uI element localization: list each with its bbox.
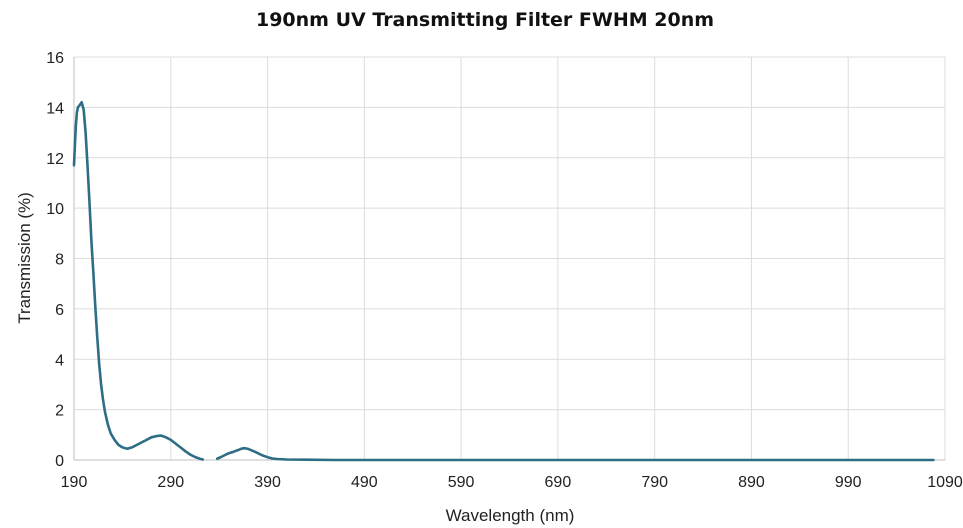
series-layer bbox=[72, 101, 935, 462]
y-tick-label: 10 bbox=[46, 201, 64, 218]
y-tick-label: 16 bbox=[46, 50, 64, 67]
x-tick-label: 790 bbox=[641, 474, 668, 491]
x-tick-label: 690 bbox=[545, 474, 572, 491]
y-axis-label: Transmission (%) bbox=[15, 192, 34, 324]
series-line bbox=[215, 446, 935, 462]
x-axis-label: Wavelength (nm) bbox=[446, 506, 575, 525]
y-tick-label: 2 bbox=[55, 403, 64, 420]
x-tick-label: 390 bbox=[254, 474, 281, 491]
y-tick-label: 0 bbox=[55, 453, 64, 470]
y-tick-label: 6 bbox=[55, 302, 64, 319]
series-line bbox=[72, 101, 204, 461]
x-tick-label: 490 bbox=[351, 474, 378, 491]
grid bbox=[74, 56, 946, 460]
x-tick-label: 990 bbox=[835, 474, 862, 491]
y-tick-label: 4 bbox=[55, 352, 64, 369]
y-tick-label: 14 bbox=[46, 100, 64, 117]
chart-title: 190nm UV Transmitting Filter FWHM 20nm bbox=[256, 9, 714, 31]
x-tick-label: 1090 bbox=[927, 474, 963, 491]
tick-labels: 0 2 4 6 8 10 12 14 16 190 290 390 490 590 690 790 890 990… bbox=[46, 50, 963, 491]
x-tick-label: 590 bbox=[448, 474, 475, 491]
x-tick-label: 890 bbox=[738, 474, 765, 491]
x-tick-label: 290 bbox=[157, 474, 184, 491]
y-tick-label: 12 bbox=[46, 151, 64, 168]
x-tick-label: 190 bbox=[61, 474, 88, 491]
y-tick-label: 8 bbox=[55, 252, 64, 269]
